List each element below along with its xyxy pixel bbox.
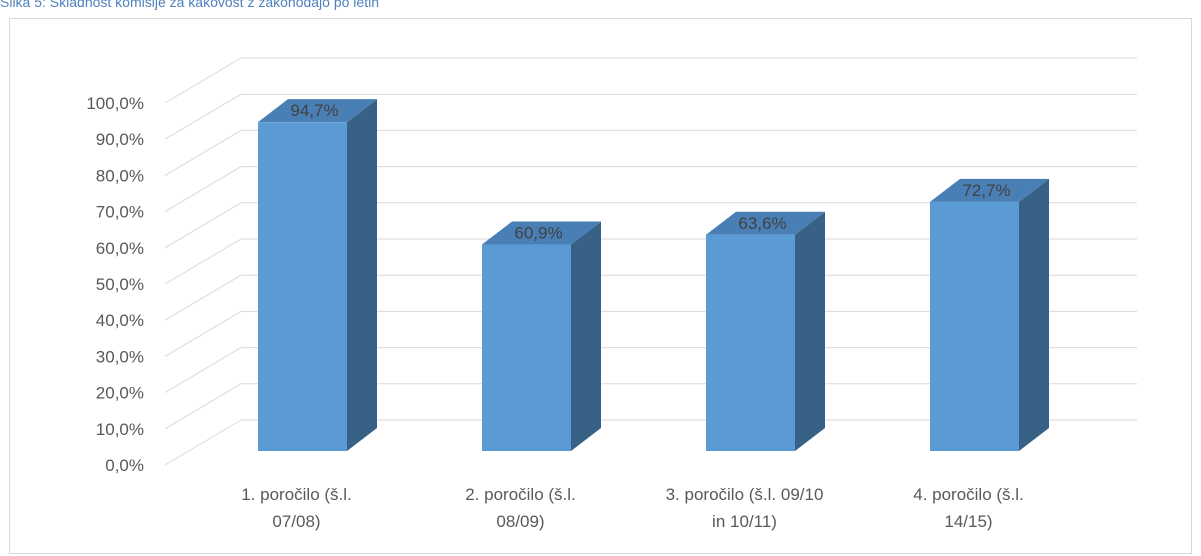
bar-front <box>258 122 347 451</box>
y-tick-label: 10,0% <box>96 420 144 439</box>
y-tick-label: 70,0% <box>96 203 144 222</box>
x-axis-ticks: 1. poročilo (š.l. 07/08) 2. poročilo (š.l.… <box>241 485 1024 531</box>
gridline-diagonal <box>164 310 242 357</box>
x-tick-label: 14/15) <box>944 512 992 531</box>
gridline-diagonal <box>164 129 242 176</box>
y-tick-label: 80,0% <box>96 166 144 185</box>
y-tick-label: 30,0% <box>96 347 144 366</box>
gridline-diagonal <box>164 274 242 321</box>
y-tick-label: 100,0% <box>86 94 144 113</box>
bar <box>930 178 1049 452</box>
y-tick-label: 60,0% <box>96 239 144 258</box>
bar-side <box>571 221 601 451</box>
x-tick-label: in 10/11) <box>712 512 777 531</box>
gridline-diagonal <box>164 166 242 213</box>
gridline-diagonal <box>164 57 242 104</box>
data-label: 94,7% <box>290 101 338 120</box>
y-tick-label: 0,0% <box>105 456 144 475</box>
bars <box>258 99 1049 452</box>
bar-top <box>258 99 377 123</box>
gridline-diagonal <box>164 238 242 285</box>
y-tick-label: 50,0% <box>96 275 144 294</box>
y-tick-label: 40,0% <box>96 311 144 330</box>
gridline-diagonal <box>164 419 242 466</box>
gridline-diagonal <box>164 383 242 430</box>
bar-top <box>482 221 601 245</box>
data-label: 72,7% <box>962 181 1010 200</box>
y-axis-ticks: 0,0% 10,0% 20,0% 30,0% 40,0% 50,0% 60,0% 70,0% 8… <box>86 94 144 475</box>
x-tick-label: 4. poročilo (š.l. <box>913 485 1024 504</box>
y-tick-label: 90,0% <box>96 130 144 149</box>
x-tick-label: 08/09) <box>496 512 544 531</box>
bar-front <box>482 244 571 451</box>
data-label: 63,6% <box>738 214 786 233</box>
y-tick-label: 20,0% <box>96 384 144 403</box>
data-labels: 94,7% 60,9% 63,6% 72,7% <box>290 101 1010 242</box>
bar-front <box>930 201 1019 451</box>
bar-front <box>706 234 795 451</box>
x-tick-label: 3. poročilo (š.l. 09/10 <box>666 485 824 504</box>
x-tick-label: 1. poročilo (š.l. <box>241 485 352 504</box>
x-tick-label: 2. poročilo (š.l. <box>465 485 576 504</box>
gridline-diagonal <box>164 93 242 140</box>
bar <box>258 99 377 451</box>
bar-side <box>347 99 377 451</box>
data-label: 60,9% <box>514 224 562 243</box>
bar-side <box>1019 178 1049 452</box>
x-tick-label: 07/08) <box>272 512 320 531</box>
figure-caption: Slika 5: Skladnost komisije za kakovost … <box>0 0 379 10</box>
gridline-diagonal <box>164 347 242 394</box>
gridline-diagonal <box>164 202 242 249</box>
bar-side <box>795 211 825 451</box>
bar <box>482 221 601 451</box>
bar-top <box>706 211 825 235</box>
bar-top <box>930 178 1049 202</box>
bar <box>706 211 825 451</box>
